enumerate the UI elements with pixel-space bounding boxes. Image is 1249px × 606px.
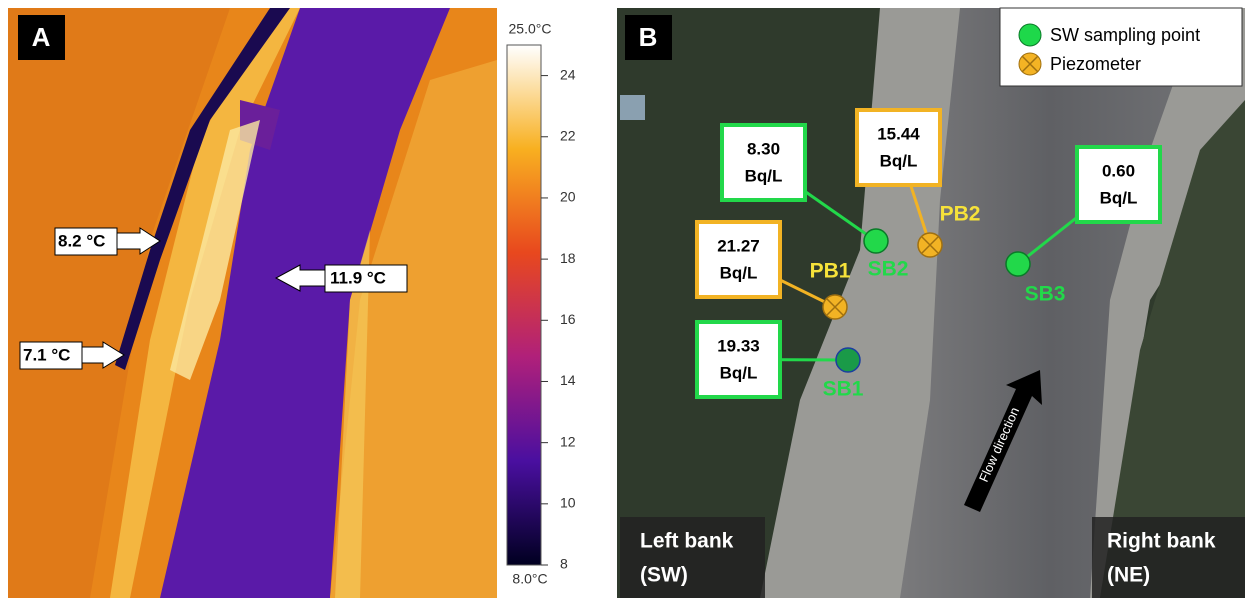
colorbar-tick-label: 8 (560, 556, 568, 572)
sample-point (836, 348, 860, 372)
site-label: SB1 (823, 378, 864, 401)
sample-value: 19.33 (717, 336, 760, 355)
panel-letter: A (32, 22, 51, 52)
legend-label: Piezometer (1050, 54, 1141, 74)
sample-box (857, 110, 940, 185)
sample-value: 15.44 (877, 124, 920, 143)
annotation: 8.2 °C (55, 228, 160, 255)
sample-value: 8.30 (747, 139, 780, 158)
panel-letter: B (639, 22, 658, 52)
colorbar-tick-label: 18 (560, 250, 576, 266)
bank-text: Left bank (640, 530, 734, 553)
sample-unit: Bq/L (1100, 188, 1138, 207)
bank-label: Right bank (NE) (1092, 517, 1245, 598)
annotation-text: 11.9 °C (330, 268, 386, 287)
annotation-text: 8.2 °C (58, 231, 105, 250)
colorbar-tick-label: 16 (560, 311, 576, 327)
site-label: SB3 (1025, 283, 1066, 306)
colorbar-max: 25.0°C (509, 21, 552, 37)
sample-point (1006, 252, 1030, 276)
colorbar-tick-label: 24 (560, 66, 576, 82)
site-label: PB2 (940, 203, 981, 226)
sample-value: 21.27 (717, 236, 760, 255)
colorbar-min: 8.0°C (512, 571, 547, 587)
sample-box (722, 125, 805, 200)
annotation: 11.9 °C (276, 265, 407, 292)
colorbar: 25.0°C 8.0°C 24 22 20 18 16 14 12 10 8 (507, 21, 576, 587)
sample-value: 0.60 (1102, 161, 1135, 180)
colorbar-tick-label: 20 (560, 189, 576, 205)
legend: SW sampling point Piezometer (1000, 8, 1242, 86)
bank-label: Left bank (SW) (620, 517, 765, 598)
sample-box (697, 222, 780, 297)
colorbar-tick-label: 22 (560, 127, 576, 143)
sample-box (697, 322, 780, 397)
colorbar-tick-label: 14 (560, 372, 576, 388)
aerial-image (617, 8, 1245, 598)
sample-point (864, 229, 888, 253)
sample-unit: Bq/L (720, 363, 758, 382)
site-label: SB2 (868, 258, 909, 281)
annotation: 7.1 °C (20, 342, 124, 369)
sample-unit: Bq/L (880, 151, 918, 170)
sample-unit: Bq/L (745, 166, 783, 185)
bank-text: (NE) (1107, 564, 1150, 587)
bank-text: Right bank (1107, 530, 1216, 553)
sample-box (1077, 147, 1160, 222)
site-label: PB1 (810, 260, 851, 283)
thermal-image (8, 8, 497, 598)
sample-unit: Bq/L (720, 263, 758, 282)
bank-text: (SW) (640, 564, 688, 587)
colorbar-tick-label: 12 (560, 433, 576, 449)
annotation-text: 7.1 °C (23, 345, 70, 364)
figure: A 8.2 °C 11.9 °C 7.1 °C 25.0°C 8.0°C 242… (0, 0, 1249, 601)
legend-label: SW sampling point (1050, 25, 1200, 45)
colorbar-tick-label: 10 (560, 495, 576, 511)
